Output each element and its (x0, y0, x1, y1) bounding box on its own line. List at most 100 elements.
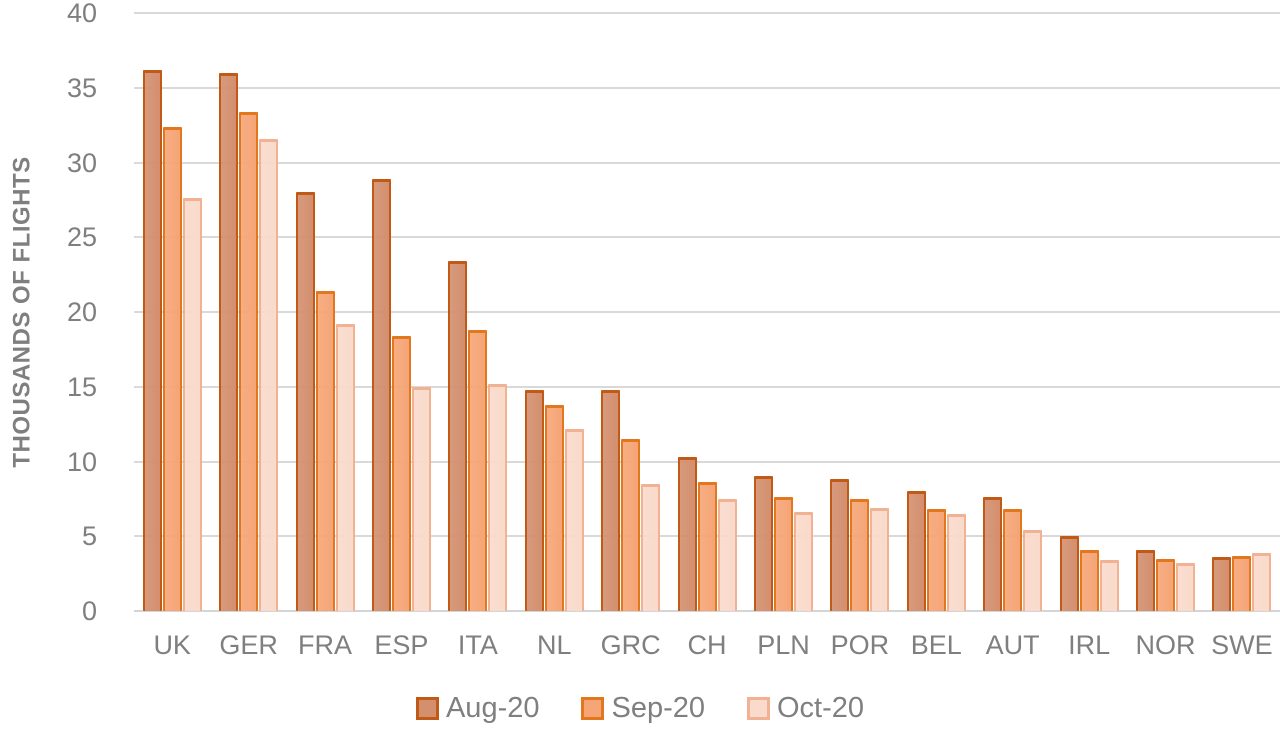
bar-por-aug-20 (830, 479, 850, 611)
bar-nor-sep-20 (1155, 559, 1175, 611)
y-tick-40: 40 (66, 0, 97, 28)
bar-group-bel (898, 13, 974, 611)
legend-swatch-aug-icon (415, 697, 439, 720)
bar-ch-aug-20 (677, 457, 697, 611)
bar-grc-aug-20 (601, 390, 621, 611)
bar-nl-sep-20 (544, 405, 564, 611)
legend: Aug-20 Sep-20 Oct-20 (0, 692, 1280, 725)
x-label-ger: GER (219, 630, 278, 660)
legend-label-oct: Oct-20 (777, 692, 865, 724)
bar-irl-aug-20 (1059, 536, 1079, 611)
bar-group-ita (440, 13, 516, 611)
bar-ita-oct-20 (488, 384, 508, 611)
gridline-30 (134, 161, 1280, 164)
legend-item-aug: Aug-20 (415, 692, 540, 725)
bar-group-aut (974, 13, 1050, 611)
bar-group-esp (363, 13, 439, 611)
bar-ita-sep-20 (468, 330, 488, 611)
y-tick-25: 25 (66, 222, 97, 253)
bar-uk-oct-20 (182, 198, 202, 611)
y-tick-5: 5 (81, 521, 97, 552)
x-label-fra: FRA (298, 630, 353, 660)
bar-group-nl (516, 13, 592, 611)
x-label-nor: NOR (1135, 630, 1196, 660)
bar-bel-sep-20 (926, 509, 946, 611)
bar-irl-sep-20 (1079, 550, 1099, 611)
bar-grc-sep-20 (621, 439, 641, 611)
x-label-grc: GRC (600, 630, 661, 660)
y-tick-20: 20 (66, 297, 97, 327)
x-label-bel: BEL (910, 630, 962, 660)
bar-group-ger (210, 13, 286, 611)
bar-nor-oct-20 (1175, 563, 1195, 611)
bar-aut-aug-20 (983, 497, 1003, 611)
gridline-20 (134, 311, 1280, 313)
bar-bel-aug-20 (906, 491, 926, 611)
y-tick-10: 10 (66, 446, 97, 477)
bar-ch-sep-20 (697, 482, 717, 611)
legend-swatch-sep-icon (581, 697, 605, 720)
bar-por-sep-20 (850, 499, 870, 611)
y-tick-35: 35 (66, 72, 97, 103)
bar-esp-aug-20 (371, 179, 391, 611)
bar-uk-aug-20 (142, 70, 162, 611)
x-label-swe: SWE (1211, 630, 1273, 660)
bar-group-ch (669, 13, 745, 611)
y-tick-30: 30 (66, 147, 97, 178)
bar-swe-aug-20 (1212, 557, 1232, 611)
gridline-35 (134, 86, 1280, 89)
gridline-40 (134, 12, 1280, 14)
bar-group-grc (592, 13, 668, 611)
y-tick-15: 15 (66, 371, 97, 402)
gridline-25 (134, 236, 1280, 239)
bar-por-oct-20 (870, 508, 890, 611)
x-label-ita: ITA (457, 630, 498, 660)
bar-group-pln (745, 13, 821, 611)
legend-label-aug: Aug-20 (445, 692, 540, 724)
bar-esp-sep-20 (391, 336, 411, 611)
x-axis-line (134, 610, 1280, 612)
bar-group-por (822, 13, 898, 611)
x-label-aut: AUT (985, 630, 1040, 660)
x-label-pln: PLN (757, 630, 810, 660)
bar-nl-oct-20 (564, 429, 584, 611)
bar-group-irl (1051, 13, 1127, 611)
bar-groups (134, 13, 1280, 611)
bar-aut-oct-20 (1023, 530, 1043, 611)
x-label-ch: CH (687, 630, 727, 660)
bar-fra-aug-20 (295, 192, 315, 611)
x-label-nl: NL (536, 630, 572, 660)
x-label-irl: IRL (1068, 630, 1111, 660)
bar-uk-sep-20 (162, 127, 182, 611)
bar-ger-aug-20 (219, 73, 239, 611)
bar-swe-oct-20 (1252, 553, 1272, 611)
plot-area (134, 12, 1280, 612)
bar-group-nor (1127, 13, 1203, 611)
bar-ch-oct-20 (717, 499, 737, 611)
bar-pln-oct-20 (793, 512, 813, 611)
x-axis-labels: UK GER FRA ESP ITA NL GRC CH PLN POR BEL AUT IRL NOR S… (134, 630, 1280, 661)
bar-group-swe (1204, 13, 1280, 611)
legend-item-sep: Sep-20 (581, 692, 705, 725)
bar-nor-aug-20 (1135, 550, 1155, 611)
gridline-15 (134, 385, 1280, 388)
bar-fra-oct-20 (335, 324, 355, 611)
bar-aut-sep-20 (1003, 509, 1023, 611)
bar-fra-sep-20 (315, 291, 335, 611)
bar-ger-sep-20 (239, 112, 259, 611)
bar-bel-oct-20 (946, 514, 966, 611)
bar-ita-aug-20 (448, 261, 468, 611)
bar-group-fra (287, 13, 363, 611)
x-label-uk: UK (153, 630, 191, 660)
legend-label-sep: Sep-20 (611, 692, 705, 724)
bar-pln-sep-20 (773, 497, 793, 611)
x-label-esp: ESP (374, 630, 429, 660)
y-tick-0: 0 (81, 596, 97, 626)
bar-esp-oct-20 (411, 387, 431, 611)
bar-ger-oct-20 (259, 139, 279, 611)
gridline-10 (134, 460, 1280, 463)
legend-swatch-oct-icon (747, 697, 770, 720)
bar-nl-aug-20 (524, 390, 544, 611)
x-label-por: POR (830, 630, 890, 660)
